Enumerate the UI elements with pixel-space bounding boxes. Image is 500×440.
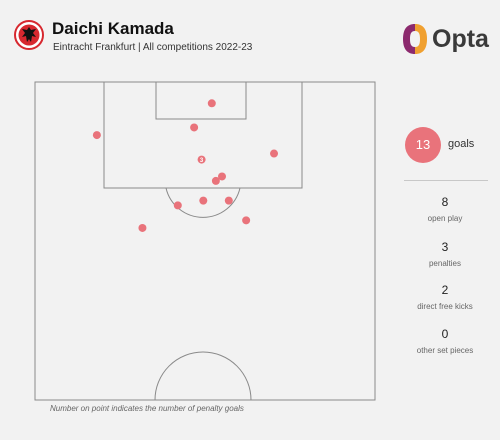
goal-point [270,149,279,158]
goal-point [211,176,220,185]
goal-point [218,172,226,181]
stat-other-set-pieces: 0 other set pieces [395,327,495,355]
six-yard-box [155,81,247,120]
penalty-area [103,81,303,189]
header: Daichi Kamada Eintracht Frankfurt | All … [0,0,500,70]
goal-point [197,155,206,164]
brand-name: Opta [432,25,489,53]
total-goals-badge: 13 [405,127,441,163]
goal-point [173,201,182,210]
stat-label: other set pieces [416,346,474,355]
stat-direct-free-kicks: 2 direct free kicks [395,283,495,311]
stat-value: 2 [441,283,449,297]
goal-point [92,131,101,140]
penalty-arc [165,187,241,218]
goal-point [242,216,251,225]
center-circle-arc [154,351,252,401]
subtitle: Eintracht Frankfurt | All competitions 2… [53,42,253,53]
eintracht-eagle-crest-icon [14,20,44,50]
stat-value: 8 [441,195,449,209]
goal-markers: 3 [92,99,279,232]
stat-label: penalties [428,259,462,268]
stat-label: direct free kicks [417,302,473,311]
goal-point [207,99,216,108]
goal-point [224,196,233,205]
stat-value: 0 [441,327,449,341]
goal-point [199,196,208,205]
stat-open-play: 8 open play [395,195,495,223]
stat-penalties: 3 penalties [395,240,495,268]
total-goals-label: goals [448,138,475,150]
goal-point [138,223,147,232]
player-name: Daichi Kamada [52,19,174,38]
penalty-count-label: 3 [200,158,204,164]
stat-label: open play [427,214,463,223]
goal-point [190,123,199,132]
stat-value: 3 [441,240,449,254]
pitch-markings [34,81,376,401]
stats-divider [404,180,488,181]
footnote: Number on point indicates the number of … [50,404,244,413]
opta-logo-icon [403,24,427,54]
